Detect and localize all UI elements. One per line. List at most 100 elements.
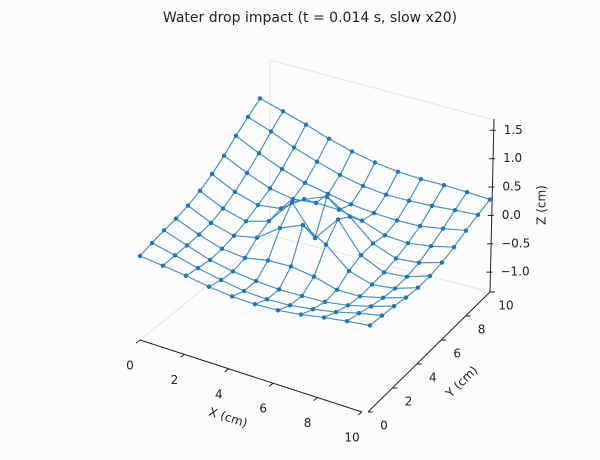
surface-point	[347, 214, 353, 219]
surface-point	[337, 172, 343, 178]
surface-point	[256, 150, 262, 156]
surface-point	[275, 308, 281, 313]
x-tick	[268, 382, 274, 387]
surface-column	[162, 110, 284, 267]
surface-point	[358, 252, 364, 258]
surface-point	[379, 313, 385, 318]
y-tick-label: 4	[429, 371, 437, 385]
surface-point	[229, 294, 235, 299]
surface-point	[242, 255, 248, 261]
x-tick	[313, 397, 318, 402]
x-tick-label: 0	[126, 359, 134, 373]
surface-point	[232, 189, 238, 195]
surface-point	[391, 303, 397, 309]
surface-point	[264, 297, 270, 302]
surface-point	[257, 96, 263, 101]
surface-point	[137, 253, 143, 259]
surface-point	[360, 183, 366, 189]
surface-point	[323, 242, 329, 247]
surface-point	[359, 218, 365, 223]
surface-point	[346, 268, 352, 274]
surface-point	[209, 171, 215, 177]
surface-column	[139, 98, 261, 257]
surface-point	[369, 282, 375, 287]
chart-title: Water drop impact (t = 0.014 s, slow x20…	[163, 10, 457, 26]
surface-point	[298, 312, 304, 317]
surface-point	[475, 212, 481, 217]
surface-point	[253, 278, 259, 284]
surface-point	[326, 136, 332, 141]
surface-point	[206, 284, 212, 289]
z-tick-label: 1.5	[504, 123, 523, 137]
surface-point	[392, 286, 398, 291]
surface-point	[279, 166, 285, 172]
surface-point	[380, 295, 386, 301]
surface-point	[287, 303, 293, 308]
z-tick-label: −0.5	[501, 236, 530, 250]
surface-point	[290, 196, 296, 202]
surface-point	[382, 233, 388, 238]
surface-point	[406, 198, 412, 203]
surface-point	[310, 306, 316, 312]
surface-point	[299, 293, 305, 299]
x-tick-label: 6	[259, 402, 267, 416]
surface-point	[268, 129, 274, 134]
surface-point	[418, 176, 424, 182]
surface-point	[395, 169, 401, 174]
y-axis-label: Y (cm)	[442, 363, 480, 401]
surface-point	[368, 304, 374, 309]
surface-point	[195, 265, 201, 271]
surface-point	[394, 218, 400, 223]
surface-point	[405, 241, 411, 246]
surface-point	[244, 170, 250, 176]
z-axis	[489, 118, 495, 293]
surface-point	[220, 206, 226, 211]
surface-point	[300, 222, 306, 228]
surface-point	[266, 218, 272, 224]
surface-point	[417, 223, 423, 229]
surface-point	[322, 299, 328, 305]
surface-point	[276, 287, 282, 292]
surface-point	[427, 273, 433, 279]
surface-point	[335, 217, 341, 222]
surface-point	[416, 260, 422, 265]
surface-point	[173, 216, 179, 221]
surface-point	[403, 295, 409, 300]
y-tick-label: 8	[478, 323, 486, 337]
y-tick-label: 6	[453, 347, 461, 361]
surface-point	[221, 153, 227, 158]
pane-edge	[269, 234, 491, 293]
surface-point	[314, 159, 320, 164]
surface-point	[231, 233, 237, 238]
surface-point	[428, 243, 434, 249]
surface-point	[311, 274, 317, 279]
y-axis	[367, 291, 491, 413]
surface-point	[230, 269, 236, 274]
surface-point	[185, 203, 191, 208]
surface-point	[348, 202, 354, 207]
surface-point	[429, 203, 435, 209]
surface-point	[183, 273, 189, 278]
y-tick-label: 10	[498, 299, 513, 313]
surface-point	[233, 133, 239, 139]
x-axis	[139, 339, 363, 413]
surface-point	[265, 258, 271, 263]
surface-point	[243, 219, 249, 224]
z-tick-label: 0.5	[502, 180, 521, 194]
surface-point	[301, 197, 307, 202]
surface-row	[223, 155, 455, 248]
surface-point	[291, 145, 297, 150]
surface-point	[252, 302, 258, 307]
x-axis-label: X (cm)	[207, 405, 249, 431]
surface-point	[218, 277, 224, 283]
surface-point	[254, 235, 260, 240]
surface-point	[367, 323, 373, 328]
x-tick	[180, 353, 185, 358]
x-tick	[224, 368, 230, 373]
x-tick-label: 2	[171, 373, 179, 387]
z-tick-label: −1.0	[500, 265, 529, 279]
z-tick-label: 1.0	[503, 151, 522, 165]
surface-point	[333, 309, 339, 315]
surface-column	[208, 138, 330, 288]
